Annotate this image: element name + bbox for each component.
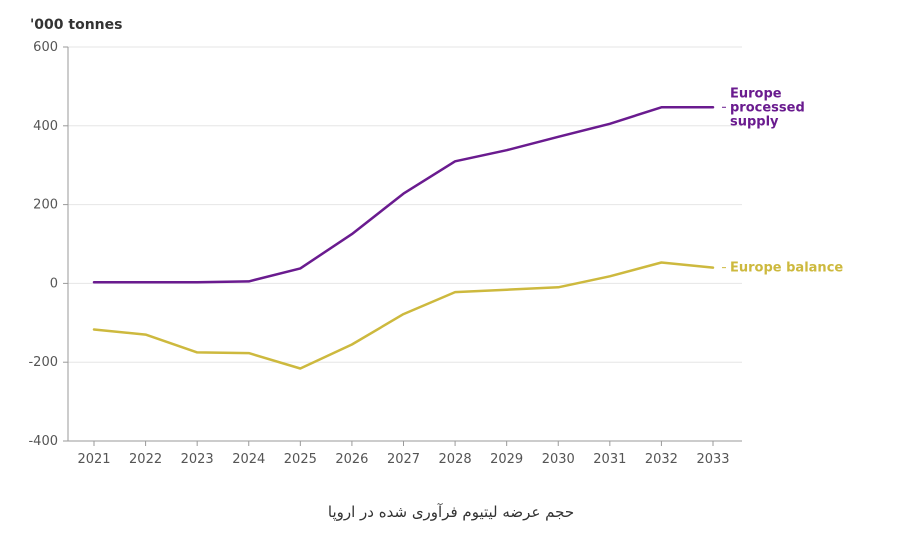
series-line-europe-balance	[92, 261, 715, 370]
axes	[63, 46, 742, 446]
y-tick-label: 200	[33, 198, 58, 213]
chart-caption: حجم عرضه لیتیوم فرآوری شده در اروپا	[327, 503, 575, 521]
x-tick-label: 2022	[129, 452, 162, 467]
y-tick-label: 0	[50, 276, 58, 291]
x-tick-label: 2026	[335, 452, 368, 467]
x-tick-label: 2030	[542, 452, 575, 467]
x-tick-label: 2023	[181, 452, 214, 467]
x-tick-label: 2028	[439, 452, 472, 467]
series-label-text: Europe balance	[730, 261, 843, 276]
y-tick-label: 600	[33, 40, 58, 55]
y-tick-label: -400	[28, 434, 58, 449]
y-axis-unit-label: '000 tonnes	[30, 17, 122, 33]
x-tick-label: 2024	[232, 452, 265, 467]
y-tick-label: 400	[33, 119, 58, 134]
series-label-text: processed	[730, 100, 805, 115]
grid	[68, 46, 742, 442]
series-label-text: Europe	[730, 86, 782, 101]
x-tick-label: 2033	[696, 452, 729, 467]
y-tick-labels: 600 400 200 0 -200 -400	[28, 40, 58, 449]
series-line-europe-processed-supply	[92, 106, 715, 284]
x-tick-label: 2032	[645, 452, 678, 467]
y-tick-label: -200	[28, 355, 58, 370]
x-tick-label: 2025	[284, 452, 317, 467]
series-lines	[92, 106, 715, 370]
x-tick-labels: 2021 2022 2023 2024 2025 2026 2027 2028 2029 2030…	[77, 452, 729, 467]
series-label-text: supply	[730, 114, 779, 129]
x-tick-label: 2031	[593, 452, 626, 467]
x-tick-label: 2029	[490, 452, 523, 467]
x-tick-label: 2027	[387, 452, 420, 467]
x-tick-label: 2021	[77, 452, 110, 467]
